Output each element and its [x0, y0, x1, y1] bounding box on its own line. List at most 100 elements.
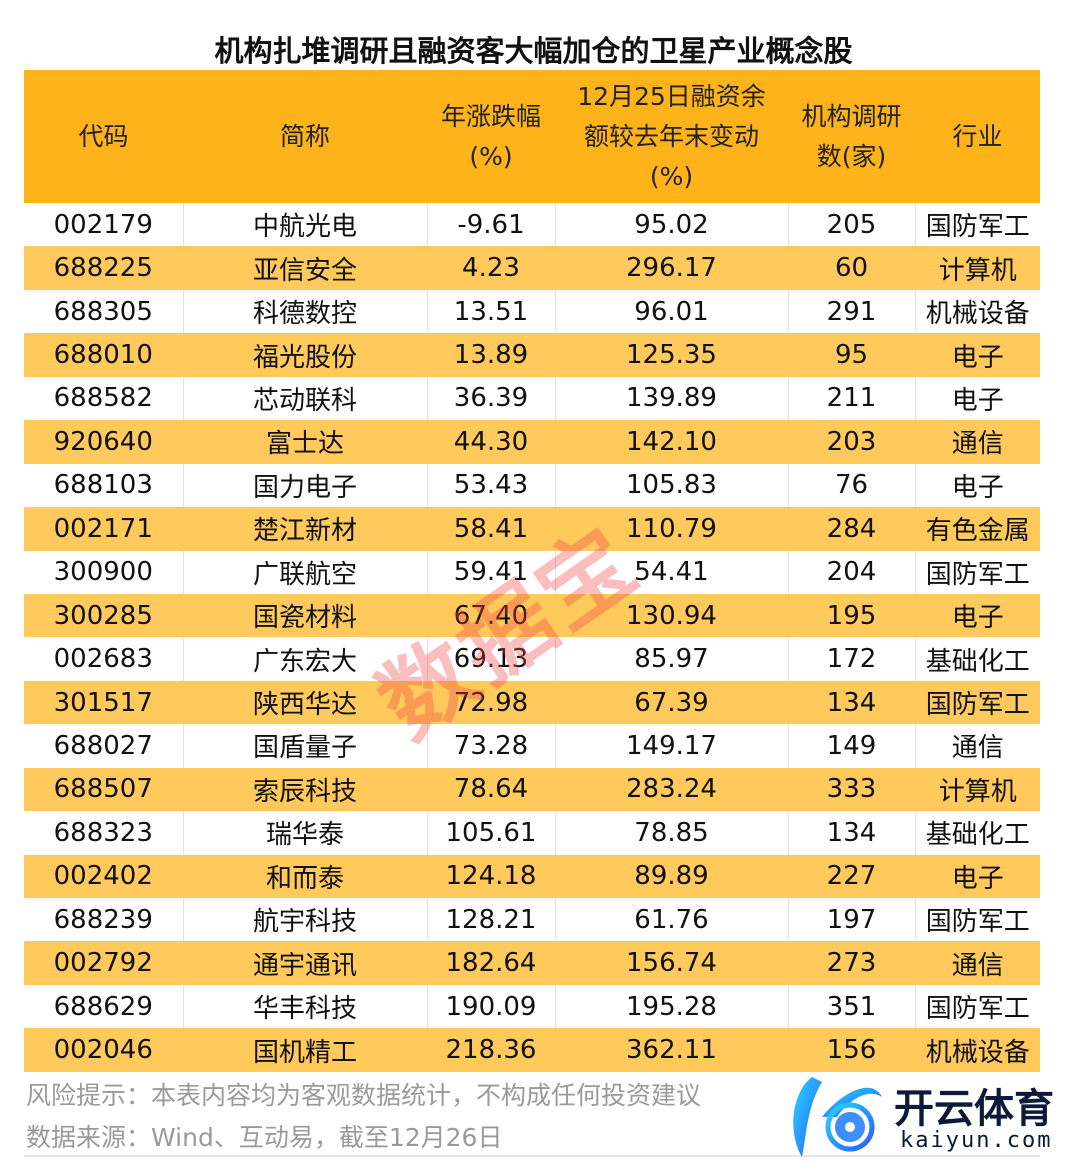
- cell-margin-change: 283.24: [554, 767, 788, 812]
- cell-annual-change: 124.18: [426, 854, 555, 898]
- cell-industry: 机械设备: [914, 289, 1040, 334]
- cell-annual-change: 78.64: [426, 767, 555, 812]
- cell-research-count: 134: [787, 680, 915, 725]
- table-row: 301517 陕西华达 72.98 67.39 134 国防军工: [24, 680, 1040, 725]
- header-industry: 行业: [915, 70, 1040, 203]
- cell-name: 福光股份: [182, 333, 427, 377]
- cell-name: 中航光电: [182, 203, 427, 247]
- cell-annual-change: 67.40: [426, 593, 555, 638]
- cell-name: 华丰科技: [182, 984, 427, 1029]
- cell-research-count: 156: [787, 1028, 915, 1072]
- cell-research-count: 172: [787, 637, 915, 681]
- cell-margin-change: 95.02: [554, 203, 788, 247]
- cell-margin-change: 296.17: [554, 246, 788, 290]
- cell-industry: 国防军工: [914, 984, 1040, 1029]
- cell-annual-change: 105.61: [426, 811, 555, 855]
- cell-industry: 通信: [914, 941, 1040, 985]
- cell-code: 002402: [24, 854, 183, 898]
- cell-annual-change: 128.21: [426, 898, 555, 942]
- cell-industry: 计算机: [914, 246, 1040, 290]
- cell-code: 688239: [53, 904, 153, 935]
- cell-industry: 国防军工: [914, 680, 1040, 725]
- cell-industry: 通信: [914, 420, 1040, 464]
- table-row: 300900 广联航空 59.41 54.41 204 国防军工: [24, 550, 1040, 594]
- cell-name: 国盾量子: [182, 724, 427, 768]
- divider: [24, 1155, 1040, 1157]
- cell-code: 688629: [53, 991, 153, 1022]
- cell-name: 科德数控: [182, 289, 427, 334]
- cell-code: 688507: [24, 767, 183, 812]
- table-row: 688323 瑞华泰 105.61 78.85 134 基础化工: [24, 811, 1040, 855]
- cell-name: 航宇科技: [182, 898, 427, 942]
- page-title: 机构扎堆调研且融资客大幅加仓的卫星产业概念股: [214, 34, 853, 68]
- cell-code: 688305: [53, 296, 153, 327]
- cell-code: 002046: [24, 1028, 183, 1072]
- cell-code: 688027: [53, 730, 153, 761]
- cell-industry: 国防军工: [914, 550, 1040, 594]
- cell-industry: 电子: [914, 333, 1040, 377]
- cell-annual-change: 182.64: [426, 941, 555, 985]
- cell-industry: 电子: [914, 376, 1040, 421]
- cell-annual-change: 53.43: [426, 463, 555, 508]
- cell-research-count: 149: [787, 724, 915, 768]
- cell-code: 002171: [24, 507, 183, 551]
- cell-margin-change: 54.41: [554, 550, 788, 594]
- cell-annual-change: 13.89: [426, 333, 555, 377]
- logo-brand: 开云体育: [894, 1086, 1054, 1132]
- cell-industry: 电子: [914, 593, 1040, 638]
- cell-annual-change: 58.41: [426, 507, 555, 551]
- cell-annual-change: 190.09: [426, 984, 555, 1029]
- cell-margin-change: 78.85: [554, 811, 788, 855]
- cell-margin-change: 67.39: [554, 680, 788, 725]
- cell-code: 688582: [53, 383, 153, 414]
- table-row: 002792 通宇通讯 182.64 156.74 273 通信: [24, 941, 1040, 985]
- cell-research-count: 204: [787, 550, 915, 594]
- header-margin-change: 12月25日融资余 额较去年末变动 (%): [555, 70, 788, 203]
- cell-annual-change: 69.13: [426, 637, 555, 681]
- cell-industry: 国防军工: [914, 898, 1040, 942]
- cell-margin-change: 362.11: [554, 1028, 788, 1072]
- cell-research-count: 291: [787, 289, 915, 334]
- cell-annual-change: 4.23: [426, 246, 555, 290]
- cell-research-count: 197: [787, 898, 915, 942]
- cell-margin-change: 142.10: [554, 420, 788, 464]
- cell-industry: 通信: [914, 724, 1040, 768]
- cell-research-count: 211: [787, 376, 915, 421]
- cell-research-count: 351: [787, 984, 915, 1029]
- cell-name: 国瓷材料: [182, 593, 427, 638]
- cell-research-count: 203: [787, 420, 915, 464]
- cell-code: 002179: [53, 209, 153, 240]
- cell-name: 索辰科技: [182, 767, 427, 812]
- cell-name: 国力电子: [182, 463, 427, 508]
- cell-margin-change: 105.83: [554, 463, 788, 508]
- table-row: 300285 国瓷材料 67.40 130.94 195 电子: [24, 593, 1040, 638]
- cell-industry: 国防军工: [914, 203, 1040, 247]
- table-row: 688027 国盾量子 73.28 149.17 149 通信: [24, 724, 1040, 768]
- cell-code: 300285: [24, 593, 183, 638]
- cell-name: 楚江新材: [182, 507, 427, 551]
- cell-research-count: 205: [787, 203, 915, 247]
- cell-annual-change: 36.39: [426, 376, 555, 421]
- cell-margin-change: 195.28: [554, 984, 788, 1029]
- cell-annual-change: 13.51: [426, 289, 555, 334]
- cell-research-count: 333: [787, 767, 915, 812]
- cell-research-count: 60: [787, 246, 915, 290]
- table-row: 002046 国机精工 218.36 362.11 156 机械设备: [24, 1028, 1040, 1072]
- cell-margin-change: 156.74: [554, 941, 788, 985]
- cell-research-count: 273: [787, 941, 915, 985]
- cell-margin-change: 110.79: [554, 507, 788, 551]
- cell-name: 瑞华泰: [182, 811, 427, 855]
- cell-annual-change: 59.41: [426, 550, 555, 594]
- cell-research-count: 227: [787, 854, 915, 898]
- cell-margin-change: 89.89: [554, 854, 788, 898]
- cell-code: 688010: [24, 333, 183, 377]
- cell-code: 301517: [24, 680, 183, 725]
- stock-table: 代码 简称 年涨跌幅 (%) 12月25日融资余 额较去年末变动 (%) 机构调研 数(…: [24, 70, 1040, 1072]
- risk-note: 风险提示：本表内容均为客观数据统计，不构成任何投资建议: [26, 1081, 702, 1110]
- table-row: 688629 华丰科技 190.09 195.28 351 国防军工: [24, 984, 1040, 1029]
- header-name: 简称: [183, 70, 427, 203]
- cell-name: 国机精工: [182, 1028, 427, 1072]
- table-row: 688225 亚信安全 4.23 296.17 60 计算机: [24, 246, 1040, 290]
- table-row: 002179 中航光电 -9.61 95.02 205 国防军工: [24, 203, 1040, 247]
- table-row: 688582 芯动联科 36.39 139.89 211 电子: [24, 376, 1040, 421]
